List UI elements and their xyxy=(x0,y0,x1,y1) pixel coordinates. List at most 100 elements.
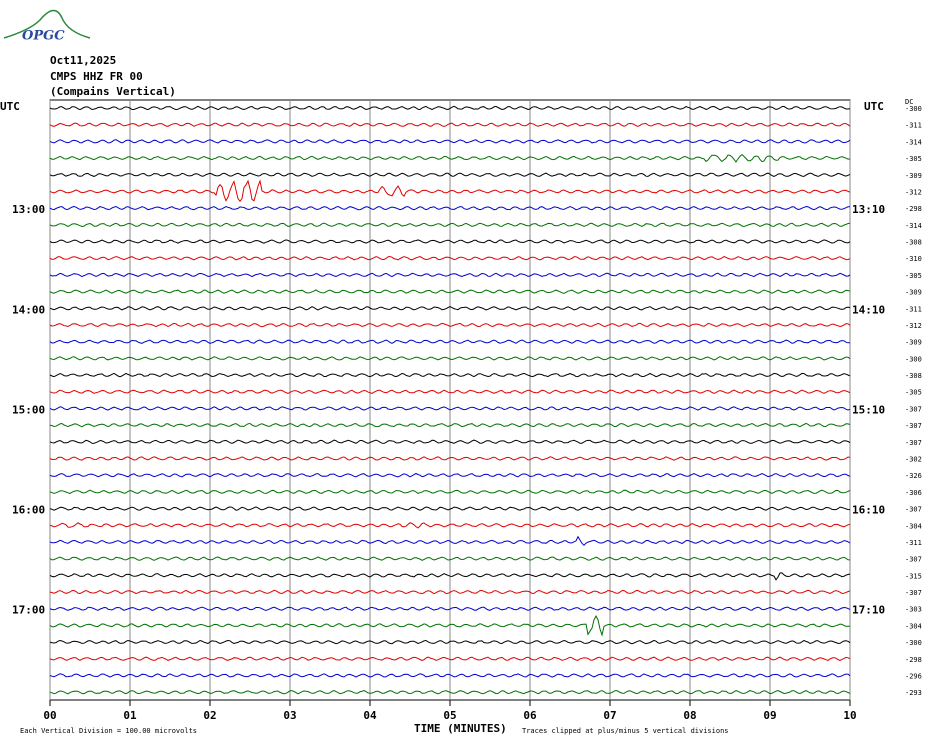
dc-offset: -309 xyxy=(905,172,922,180)
dc-offset: -305 xyxy=(905,272,922,280)
trace xyxy=(49,522,851,529)
x-tick-label: 07 xyxy=(603,709,616,722)
dc-offset: -307 xyxy=(905,556,922,564)
dc-offset: -298 xyxy=(905,205,922,213)
utc-left: UTC xyxy=(0,100,20,113)
trace xyxy=(49,639,851,645)
trace xyxy=(49,535,851,546)
right-time: 13:10 xyxy=(852,203,885,216)
x-tick-label: 05 xyxy=(443,709,456,722)
trace xyxy=(49,172,851,177)
dc-offset: -314 xyxy=(905,138,922,146)
trace xyxy=(49,322,851,328)
dc-offset: -314 xyxy=(905,222,922,230)
dc-offset: -312 xyxy=(905,322,922,330)
x-tick-label: 10 xyxy=(843,709,856,722)
logo-curve xyxy=(3,9,91,39)
trace xyxy=(49,673,851,678)
scale-note: Each Vertical Division = 100.00 microvol… xyxy=(20,727,197,735)
trace xyxy=(49,306,851,311)
dc-offset: -310 xyxy=(905,255,922,263)
trace xyxy=(49,489,851,495)
dc-offset: -308 xyxy=(905,239,922,247)
dc-offset: -302 xyxy=(905,455,922,463)
dc-offset: -296 xyxy=(905,672,922,680)
dc-offset: -300 xyxy=(905,355,922,363)
trace xyxy=(49,422,851,428)
dc-offset: -305 xyxy=(905,389,922,397)
x-tick-label: 03 xyxy=(283,709,296,722)
clip-note: Traces clipped at plus/minus 5 vertical … xyxy=(522,727,729,735)
dc-label: DC xyxy=(905,98,913,106)
x-tick-label: 02 xyxy=(203,709,216,722)
dc-offset: -303 xyxy=(905,606,922,614)
trace xyxy=(49,439,851,444)
x-tick-label: 08 xyxy=(683,709,696,722)
x-tick-label: 04 xyxy=(363,709,377,722)
trace xyxy=(49,239,851,244)
dc-offset: -307 xyxy=(905,506,922,514)
dc-offset: -306 xyxy=(905,489,922,497)
dc-offset: -308 xyxy=(905,372,922,380)
logo: OPGC xyxy=(22,29,65,44)
dc-offset: -307 xyxy=(905,589,922,597)
trace xyxy=(49,456,851,461)
dc-offset: -293 xyxy=(905,689,922,697)
trace xyxy=(49,222,851,228)
trace xyxy=(49,356,851,361)
x-tick-label: 09 xyxy=(763,709,776,722)
dc-offset: -309 xyxy=(905,289,922,297)
dc-offset: -312 xyxy=(905,188,922,196)
right-time: 14:10 xyxy=(852,303,885,316)
trace xyxy=(49,406,851,411)
trace xyxy=(49,606,851,611)
trace xyxy=(49,689,851,695)
x-tick-label: 01 xyxy=(123,709,137,722)
trace xyxy=(49,179,851,203)
dc-offset: -300 xyxy=(905,639,922,647)
left-time: 16:00 xyxy=(12,504,45,517)
dc-offset: -311 xyxy=(905,305,922,313)
left-time: 14:00 xyxy=(12,303,45,316)
dc-offset: -309 xyxy=(905,339,922,347)
trace xyxy=(49,122,851,127)
date: Oct11,2025 xyxy=(50,54,116,67)
trace xyxy=(49,572,851,581)
left-time: 13:00 xyxy=(12,203,45,216)
right-time: 15:10 xyxy=(852,403,885,416)
utc-right: UTC xyxy=(864,100,884,113)
trace xyxy=(49,589,851,595)
dc-offset: -307 xyxy=(905,439,922,447)
trace xyxy=(49,472,851,478)
dc-offset: -304 xyxy=(905,522,922,530)
trace xyxy=(49,656,851,661)
trace xyxy=(49,255,851,261)
dc-offset: -311 xyxy=(905,122,922,130)
trace xyxy=(49,372,851,378)
trace xyxy=(49,506,851,511)
dc-offset: -315 xyxy=(905,572,922,580)
trace xyxy=(49,339,851,344)
dc-offset: -307 xyxy=(905,422,922,430)
trace xyxy=(49,139,851,144)
dc-offset: -304 xyxy=(905,622,922,630)
x-tick-label: 06 xyxy=(523,709,537,722)
trace xyxy=(49,556,851,561)
dc-offset: -307 xyxy=(905,405,922,413)
right-time: 16:10 xyxy=(852,504,885,517)
dc-offset: -300 xyxy=(905,105,922,113)
dc-offset: -298 xyxy=(905,656,922,664)
station: CMPS HHZ FR 00 xyxy=(50,70,143,83)
dc-offset: -305 xyxy=(905,155,922,163)
trace xyxy=(49,615,851,637)
trace xyxy=(49,289,851,294)
trace xyxy=(49,389,851,394)
trace xyxy=(49,205,850,211)
dc-offset: -326 xyxy=(905,472,922,480)
trace xyxy=(49,272,851,278)
right-time: 17:10 xyxy=(852,604,885,617)
left-time: 15:00 xyxy=(12,403,45,416)
location: (Compains Vertical) xyxy=(50,85,176,98)
